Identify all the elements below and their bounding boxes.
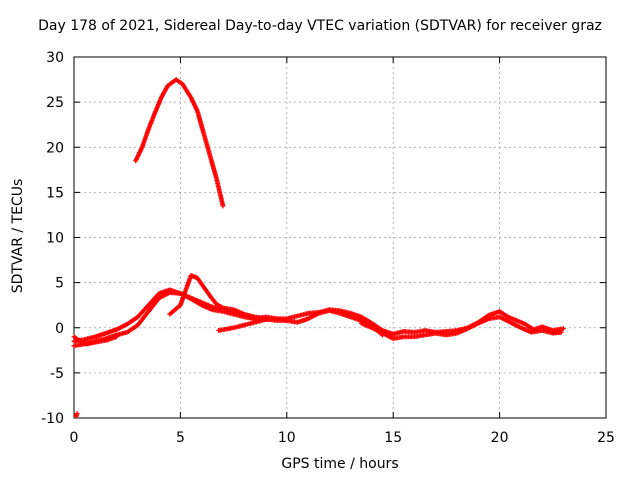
- y-tick-label: 30: [46, 50, 64, 66]
- axis-layer: [73, 56, 607, 419]
- x-tick-label: 25: [597, 430, 615, 446]
- y-tick-label: 20: [46, 140, 64, 156]
- data-point: [558, 329, 564, 335]
- y-axis-label: SDTVAR / TECUs: [10, 178, 26, 294]
- data-point: [220, 203, 226, 209]
- series-arc-high: [133, 77, 226, 209]
- series-isolated-low: [73, 411, 80, 419]
- y-tick-label: -10: [41, 411, 64, 427]
- x-tick-label: 10: [278, 430, 296, 446]
- y-tick-label: -5: [50, 366, 64, 382]
- y-tick-label: 10: [46, 231, 64, 247]
- series-short-early: [71, 334, 119, 347]
- x-axis-label: GPS time / hours: [281, 456, 399, 472]
- y-tick-label: 15: [46, 185, 64, 201]
- data-point: [114, 334, 119, 340]
- data-point: [561, 326, 566, 332]
- x-tick-label: 20: [491, 430, 509, 446]
- tick-label-layer: 0 5 10 15 20 25 -10 -5 0 5 10 15 20 25 30: [41, 50, 615, 446]
- data-point: [74, 411, 80, 416]
- x-tick-label: 0: [70, 430, 79, 446]
- x-tick-label: 5: [176, 430, 185, 446]
- grid-layer: [74, 57, 606, 418]
- data-layer: [71, 77, 566, 419]
- x-tick-label: 15: [384, 430, 402, 446]
- y-tick-label: 0: [55, 321, 64, 337]
- series-arc-e: [358, 314, 564, 341]
- y-tick-label: 25: [46, 95, 64, 111]
- chart-title: Day 178 of 2021, Sidereal Day-to-day VTE…: [38, 18, 602, 34]
- y-tick-label: 5: [55, 276, 64, 292]
